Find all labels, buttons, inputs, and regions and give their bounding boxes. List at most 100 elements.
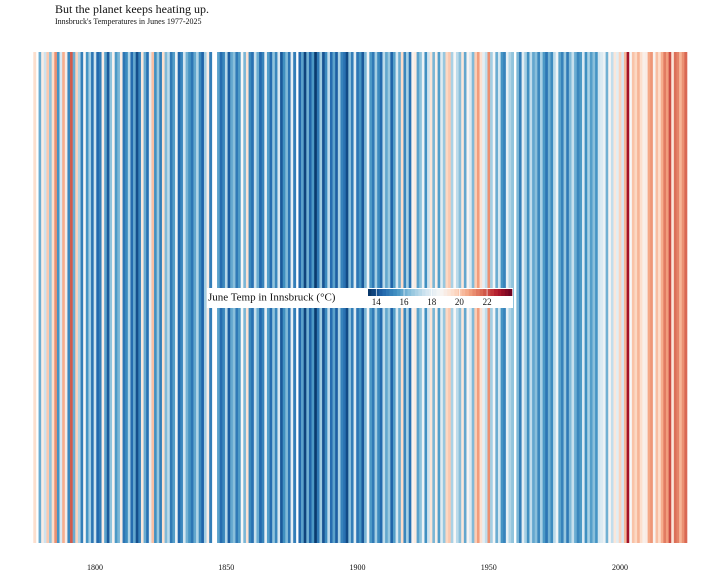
stripe [658,52,662,543]
colorbar-segment [404,289,408,296]
stripe [555,52,559,543]
stripe [584,52,588,543]
colorbar-segment [486,289,491,296]
stripe [563,52,567,543]
stripe [634,52,638,543]
colorbar-segment [422,289,426,296]
stripe [177,52,181,543]
stripe [59,52,63,543]
colorbar-segment [429,289,434,296]
stripe [550,52,554,543]
stripe [182,52,186,543]
x-tick-label: 1800 [87,563,103,572]
stripe [93,52,97,543]
colorbar-segment [490,289,495,296]
stripe [88,52,92,543]
colorbar-segment [378,289,383,296]
stripe [637,52,641,543]
x-tick-label: 1900 [350,563,366,572]
stripe [671,52,675,543]
stripe [64,52,68,543]
stripe [85,52,89,543]
stripe [574,52,578,543]
stripe [56,52,60,543]
stripe [668,52,672,543]
stripe [180,52,184,543]
stripe [164,52,168,543]
stripe [133,52,136,543]
colorbar-tick-label: 18 [427,297,437,307]
stripe [188,52,192,543]
stripe [684,52,688,543]
stripe [91,52,94,543]
colorbar-tick-label: 22 [483,297,492,307]
stripe [67,52,71,543]
stripe [80,52,84,543]
stripe [175,52,178,543]
stripe [560,52,564,543]
colorbar-segment [508,289,513,296]
stripe [38,52,42,543]
colorbar-segment [407,289,412,296]
stripe [532,52,536,543]
colorbar-segment [375,289,380,296]
chart-title: But the planet keeps heating up. [55,2,209,16]
stripe [665,52,669,543]
stripe [621,52,625,543]
stripe [51,52,55,543]
stripe [43,52,47,543]
colorbar-segment [425,289,430,296]
stripe [644,52,648,543]
colorbar-segment [411,289,416,296]
stripe [626,52,630,543]
stripe [159,52,163,543]
stripe [529,52,533,543]
stripe [542,52,546,543]
colorbar-segment [414,289,419,296]
stripe [125,52,129,543]
stripe [600,52,604,543]
colorbar-segment [389,289,394,296]
stripe [96,52,100,543]
stripe [518,52,522,543]
stripe [156,52,160,543]
stripe [101,52,105,543]
stripe [112,52,115,543]
stripe [642,52,646,543]
stripe [629,52,633,543]
stripe [608,52,612,543]
colorbar-segment [476,289,480,296]
stripe [660,52,664,543]
colorbar-segment [504,289,509,296]
colorbar-segment [440,289,444,296]
colorbar-segment [432,289,437,296]
stripe [201,52,205,543]
legend: June Temp in Innsbruck (°C) 14 16 18 20 22 [207,288,513,308]
stripe [62,52,66,543]
stripe [558,52,562,543]
stripe [581,52,585,543]
stripe [663,52,667,543]
colorbar-segment [450,289,455,296]
stripe [595,52,599,543]
stripe [146,52,150,543]
stripe [140,52,144,543]
colorbar-segment [393,289,398,296]
stripe [631,52,635,543]
colorbar-segment [494,289,498,296]
stripe [539,52,543,543]
stripe [193,52,197,543]
chart-subtitle: Innsbruck's Temperatures in Junes 1977-2… [55,17,201,26]
stripe [77,52,81,543]
stripe [605,52,609,543]
colorbar-segment [472,289,477,296]
stripe [571,52,575,543]
stripe [547,52,551,543]
colorbar-segment [465,289,470,296]
colorbar-segment [483,289,488,296]
stripe [41,52,45,543]
stripe [109,52,113,543]
stripe [196,52,199,543]
colorbar-segment [479,289,484,296]
stripe [673,52,677,543]
